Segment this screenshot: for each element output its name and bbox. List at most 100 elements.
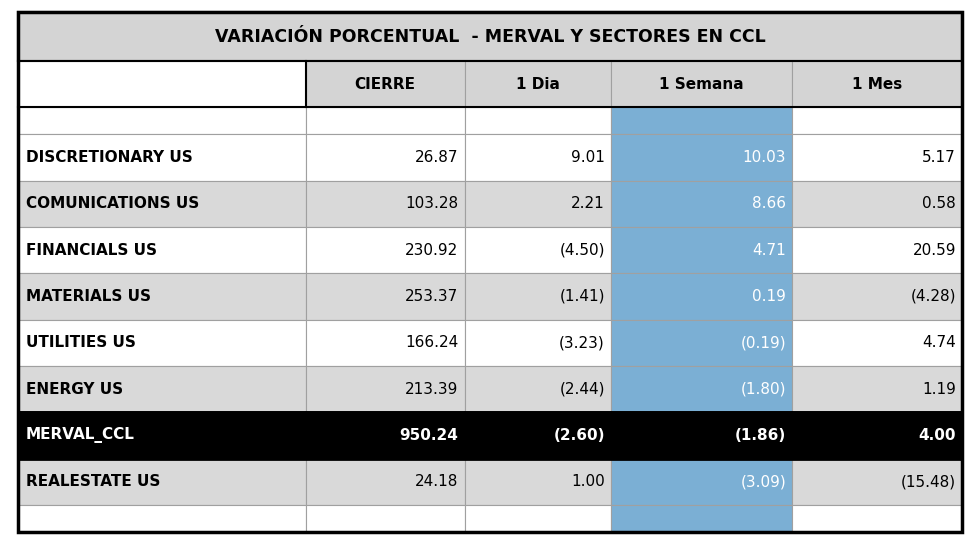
Text: MATERIALS US: MATERIALS US bbox=[26, 289, 151, 304]
Bar bbox=[611, 107, 792, 134]
Text: (2.44): (2.44) bbox=[560, 381, 605, 397]
Text: 1 Semana: 1 Semana bbox=[660, 77, 744, 92]
Text: 26.87: 26.87 bbox=[415, 150, 459, 165]
Bar bbox=[306, 505, 465, 532]
Text: (3.09): (3.09) bbox=[740, 474, 786, 489]
Bar bbox=[18, 181, 306, 227]
Bar bbox=[611, 505, 792, 532]
Bar bbox=[306, 459, 465, 505]
Text: (1.86): (1.86) bbox=[735, 428, 786, 443]
Bar bbox=[611, 366, 792, 412]
Bar bbox=[792, 366, 962, 412]
Bar bbox=[18, 319, 306, 366]
Text: 0.19: 0.19 bbox=[753, 289, 786, 304]
Bar bbox=[611, 181, 792, 227]
Bar bbox=[18, 61, 306, 107]
Bar bbox=[306, 134, 465, 181]
Text: MERVAL_CCL: MERVAL_CCL bbox=[26, 428, 135, 443]
Bar bbox=[465, 134, 611, 181]
Bar bbox=[792, 61, 962, 107]
Bar bbox=[18, 273, 306, 319]
Bar bbox=[306, 61, 465, 107]
Bar bbox=[465, 107, 611, 134]
Text: (2.60): (2.60) bbox=[554, 428, 605, 443]
Text: 20.59: 20.59 bbox=[912, 243, 956, 257]
Text: 0.58: 0.58 bbox=[922, 196, 956, 211]
Text: 4.74: 4.74 bbox=[922, 335, 956, 350]
Text: 230.92: 230.92 bbox=[406, 243, 459, 257]
Text: (0.19): (0.19) bbox=[741, 335, 786, 350]
Bar bbox=[18, 366, 306, 412]
Text: 1.00: 1.00 bbox=[571, 474, 605, 489]
Bar bbox=[306, 107, 465, 134]
Bar bbox=[611, 61, 792, 107]
Bar bbox=[611, 459, 792, 505]
Bar bbox=[792, 227, 962, 273]
Text: CIERRE: CIERRE bbox=[355, 77, 416, 92]
Bar bbox=[306, 366, 465, 412]
Bar bbox=[465, 227, 611, 273]
Bar bbox=[306, 412, 465, 459]
Text: (4.28): (4.28) bbox=[910, 289, 956, 304]
Text: 253.37: 253.37 bbox=[406, 289, 459, 304]
Text: 1.19: 1.19 bbox=[922, 381, 956, 397]
Bar bbox=[611, 319, 792, 366]
Text: 1 Dia: 1 Dia bbox=[515, 77, 560, 92]
Text: FINANCIALS US: FINANCIALS US bbox=[26, 243, 157, 257]
Text: (1.80): (1.80) bbox=[741, 381, 786, 397]
Bar bbox=[18, 107, 306, 134]
Bar bbox=[18, 459, 306, 505]
Bar bbox=[306, 273, 465, 319]
Bar bbox=[611, 273, 792, 319]
Bar bbox=[306, 227, 465, 273]
Bar bbox=[465, 459, 611, 505]
Bar bbox=[18, 412, 306, 459]
Text: 213.39: 213.39 bbox=[405, 381, 459, 397]
Bar bbox=[465, 181, 611, 227]
Text: 4.71: 4.71 bbox=[753, 243, 786, 257]
Bar bbox=[465, 366, 611, 412]
Text: COMUNICATIONS US: COMUNICATIONS US bbox=[26, 196, 199, 211]
Text: UTILITIES US: UTILITIES US bbox=[26, 335, 136, 350]
Text: 2.21: 2.21 bbox=[571, 196, 605, 211]
Text: (1.41): (1.41) bbox=[560, 289, 605, 304]
Bar bbox=[465, 61, 611, 107]
Bar bbox=[792, 319, 962, 366]
Bar bbox=[306, 319, 465, 366]
Bar bbox=[792, 181, 962, 227]
Bar bbox=[18, 134, 306, 181]
Text: DISCRETIONARY US: DISCRETIONARY US bbox=[26, 150, 193, 165]
Bar bbox=[792, 134, 962, 181]
Text: ENERGY US: ENERGY US bbox=[26, 381, 123, 397]
Text: (3.23): (3.23) bbox=[559, 335, 605, 350]
Text: 103.28: 103.28 bbox=[406, 196, 459, 211]
Bar bbox=[18, 505, 306, 532]
Bar bbox=[465, 319, 611, 366]
Text: 24.18: 24.18 bbox=[416, 474, 459, 489]
Text: REALESTATE US: REALESTATE US bbox=[26, 474, 161, 489]
Text: 9.01: 9.01 bbox=[571, 150, 605, 165]
Text: 166.24: 166.24 bbox=[406, 335, 459, 350]
Text: 10.03: 10.03 bbox=[743, 150, 786, 165]
Text: VARIACIÓN PORCENTUAL  - MERVAL Y SECTORES EN CCL: VARIACIÓN PORCENTUAL - MERVAL Y SECTORES… bbox=[215, 28, 765, 46]
Bar bbox=[465, 505, 611, 532]
Bar bbox=[18, 227, 306, 273]
Text: (4.50): (4.50) bbox=[560, 243, 605, 257]
Text: 4.00: 4.00 bbox=[918, 428, 956, 443]
Bar bbox=[792, 273, 962, 319]
Text: 1 Mes: 1 Mes bbox=[852, 77, 903, 92]
Bar bbox=[792, 459, 962, 505]
Bar bbox=[465, 412, 611, 459]
Bar bbox=[465, 273, 611, 319]
Bar bbox=[18, 12, 962, 61]
Bar bbox=[611, 412, 792, 459]
Bar bbox=[792, 505, 962, 532]
Text: 5.17: 5.17 bbox=[922, 150, 956, 165]
Bar bbox=[792, 107, 962, 134]
Text: (15.48): (15.48) bbox=[901, 474, 956, 489]
Bar bbox=[306, 181, 465, 227]
Bar bbox=[792, 412, 962, 459]
Text: 8.66: 8.66 bbox=[752, 196, 786, 211]
Text: 950.24: 950.24 bbox=[400, 428, 459, 443]
Bar bbox=[611, 227, 792, 273]
